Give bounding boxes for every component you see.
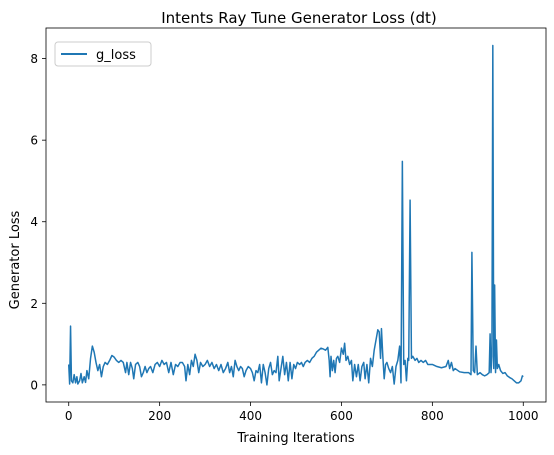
x-tick-label: 1000	[508, 409, 539, 423]
y-tick-label: 4	[30, 215, 38, 229]
x-tick-label: 200	[148, 409, 171, 423]
legend-box	[54, 41, 152, 67]
series-line-g-loss	[67, 44, 524, 386]
y-tick-label: 2	[30, 297, 38, 311]
axes-layer: 0 200 400 600 800 1000 0 2 4 6 8	[30, 27, 547, 423]
x-tick-label: 800	[421, 409, 444, 423]
y-axis-label: Generator Loss	[8, 210, 23, 309]
plot-frame	[45, 27, 547, 403]
x-tick-label: 0	[65, 409, 73, 423]
series-layer	[67, 44, 524, 386]
y-tick-label: 6	[30, 134, 38, 148]
x-tick-label: 600	[330, 409, 353, 423]
x-tick-label: 400	[239, 409, 262, 423]
chart-title: Intents Ray Tune Generator Loss (dt)	[161, 9, 437, 27]
legend-label: g_loss	[96, 48, 136, 63]
y-tick-label: 8	[30, 52, 38, 66]
x-axis-label: Training Iterations	[236, 431, 355, 446]
legend: g_loss	[54, 41, 152, 67]
y-tick-label: 0	[30, 378, 38, 392]
